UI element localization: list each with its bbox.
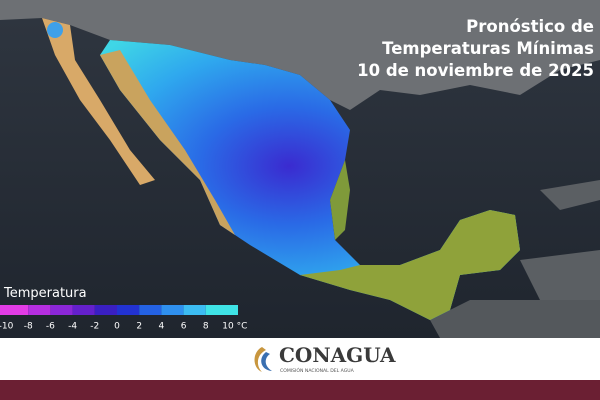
baja-california (42, 18, 155, 185)
legend: -10 -8 -6 -4 -2 0 2 4 6 8 10 °C (0, 305, 247, 332)
caribbean-land (520, 180, 600, 300)
title-line: 10 de noviembre de 2025 (357, 61, 594, 80)
logo-icon (261, 352, 272, 371)
legend-tick: 4 (159, 322, 165, 332)
logo-text: CONAGUA (279, 343, 396, 367)
footer-bar (0, 380, 600, 400)
legend-unit: °C (237, 322, 248, 332)
legend-tick: 10 (222, 322, 234, 332)
color-swatch (161, 305, 184, 315)
mexico-mainland (100, 40, 520, 320)
footer-band (0, 338, 600, 380)
cold-spot (47, 22, 63, 38)
legend-tick: 6 (181, 322, 187, 332)
color-swatch (72, 305, 95, 315)
legend-tick: 8 (203, 322, 209, 332)
central-america (430, 300, 600, 338)
legend-title: Temperatura (3, 286, 87, 301)
color-swatch (205, 305, 238, 315)
legend-tick: 0 (114, 322, 120, 332)
legend-tick: -2 (90, 322, 99, 332)
color-swatch (117, 305, 140, 315)
logo-subtitle: COMISIÓN NACIONAL DEL AGUA (280, 367, 355, 374)
title-line: Pronóstico de (466, 17, 594, 36)
usa-land (0, 0, 600, 110)
color-swatch (0, 305, 29, 315)
south-region (300, 210, 520, 320)
legend-tick: -10 (0, 322, 14, 332)
color-swatch (28, 305, 51, 315)
title-line: Temperaturas Mínimas (382, 39, 594, 58)
legend-tick: -4 (68, 322, 77, 332)
gulf-coast (330, 160, 350, 240)
color-swatch (94, 305, 117, 315)
legend-tick: -6 (46, 322, 55, 332)
color-swatch (183, 305, 206, 315)
color-swatch (139, 305, 162, 315)
sonora-coast (100, 50, 235, 235)
logo-icon (254, 347, 266, 372)
legend-tick: -8 (24, 322, 33, 332)
legend-tick: 2 (136, 322, 142, 332)
color-swatch (50, 305, 73, 315)
